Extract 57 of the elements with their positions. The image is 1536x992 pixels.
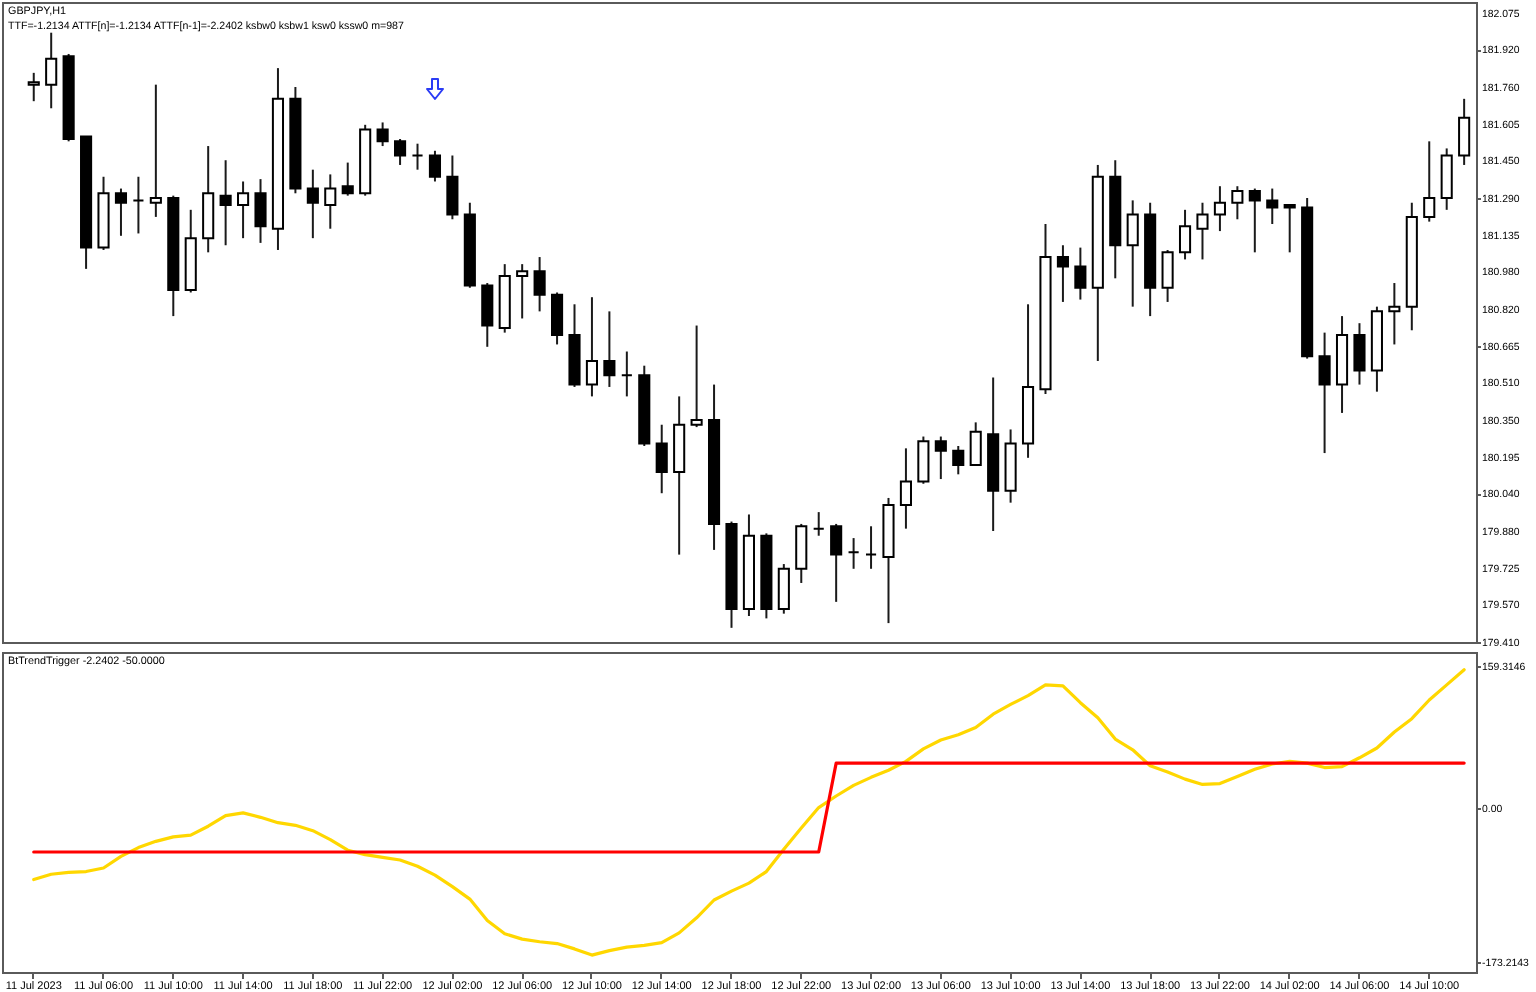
candlestick xyxy=(533,256,546,313)
candlestick xyxy=(1126,199,1139,308)
candlestick xyxy=(1004,428,1017,504)
candlestick xyxy=(149,83,162,218)
candlestick xyxy=(1161,248,1174,303)
candlestick xyxy=(1213,185,1226,233)
candlestick xyxy=(969,421,982,466)
candlestick xyxy=(899,447,912,530)
candlestick xyxy=(864,525,878,570)
candlestick xyxy=(795,522,808,584)
candlestick xyxy=(27,71,40,103)
candlestick xyxy=(777,563,790,615)
candlestick xyxy=(830,522,843,603)
candlestick xyxy=(1178,208,1192,261)
candlestick xyxy=(1231,185,1244,221)
candlestick xyxy=(306,168,319,240)
candlestick xyxy=(114,187,128,237)
candlestick xyxy=(917,435,930,485)
candlestick xyxy=(1196,201,1209,261)
candlestick xyxy=(1266,187,1279,225)
candlestick xyxy=(45,31,58,110)
candlestick xyxy=(812,511,825,537)
candlestick xyxy=(952,444,965,476)
candlestick xyxy=(394,137,407,166)
candlestick xyxy=(847,537,860,570)
candlestick xyxy=(132,175,145,235)
candlestick xyxy=(341,161,354,197)
candlestick xyxy=(254,178,267,244)
candlestick xyxy=(1283,204,1296,254)
candlestick xyxy=(446,154,459,221)
candlestick xyxy=(1388,282,1401,346)
candlestick xyxy=(1056,244,1069,303)
candlestick xyxy=(603,310,616,388)
candlestick xyxy=(1440,147,1453,211)
candlestick xyxy=(1423,140,1436,223)
candlestick xyxy=(481,282,494,348)
candlestick xyxy=(1318,331,1331,455)
candlestick xyxy=(376,121,389,148)
candlestick xyxy=(1074,246,1087,301)
candlestick xyxy=(934,435,947,481)
candlestick xyxy=(585,296,599,398)
candlestick xyxy=(1458,97,1471,166)
candlestick xyxy=(551,291,564,346)
candlestick xyxy=(655,423,668,495)
candlestick xyxy=(324,173,337,230)
candlestick xyxy=(620,350,633,398)
candlestick xyxy=(1353,322,1366,386)
candlestick xyxy=(516,263,529,320)
candlestick xyxy=(411,142,424,171)
candlestick xyxy=(428,149,442,183)
candlestick xyxy=(673,395,686,556)
candlestick xyxy=(219,159,232,247)
candlestick xyxy=(690,324,703,429)
candlestick xyxy=(1248,187,1261,254)
candlestick xyxy=(237,180,250,240)
line-series xyxy=(32,668,1466,957)
candlestick xyxy=(202,145,215,254)
